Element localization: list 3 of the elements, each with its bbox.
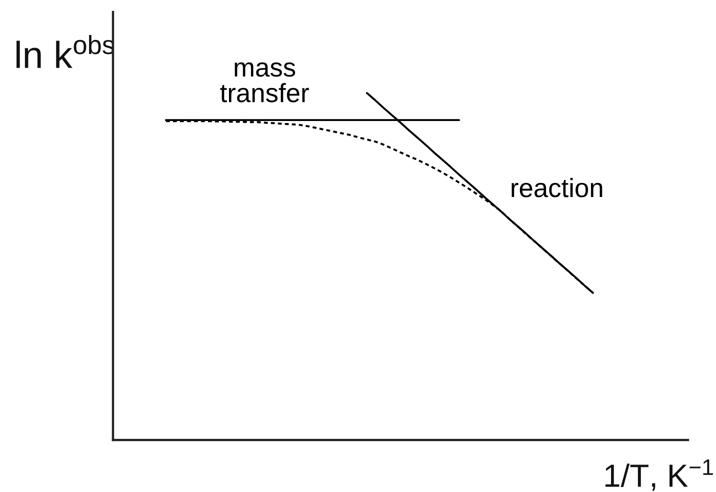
- series-label: mass transfer: [220, 62, 309, 102]
- x-axis-title: 1/T, K$^{−1}$: [605, 460, 713, 491]
- series-label: reaction: [512, 178, 602, 198]
